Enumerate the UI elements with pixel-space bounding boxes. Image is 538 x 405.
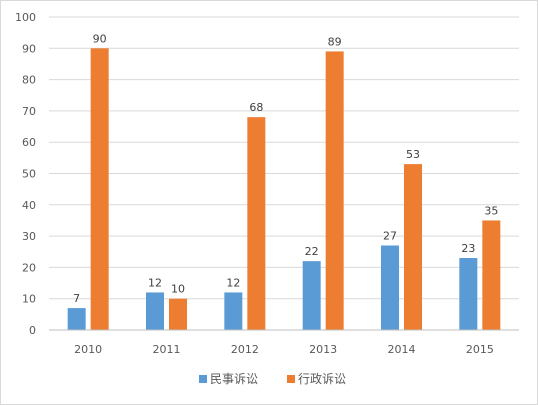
- y-tick-label: 70: [22, 105, 36, 118]
- x-tick-label: 2011: [153, 343, 181, 356]
- bar-administrative: [404, 164, 422, 330]
- x-tick-label: 2015: [466, 343, 494, 356]
- data-label: 27: [383, 229, 397, 242]
- y-tick-label: 10: [22, 293, 36, 306]
- legend-label: 民事诉讼: [210, 372, 258, 386]
- bar-administrative: [482, 220, 501, 330]
- bar-civil: [381, 245, 399, 330]
- bar-civil: [224, 292, 243, 330]
- legend-swatch: [199, 375, 207, 383]
- legend: 民事诉讼 行政诉讼: [199, 372, 346, 386]
- axes: 0 10 20 30 40 50 60 70 80 90 100 2010 2011 2012 2013 20…: [15, 11, 519, 356]
- y-tick-label: 50: [22, 168, 36, 181]
- bar-civil: [146, 292, 164, 330]
- x-tick-label: 2014: [388, 343, 416, 356]
- x-tick-label: 2012: [231, 343, 259, 356]
- y-tick-label: 40: [22, 199, 36, 212]
- y-tick-label: 20: [22, 261, 36, 274]
- y-tick-label: 60: [22, 136, 36, 149]
- legend-label: 行政诉讼: [298, 372, 346, 386]
- legend-swatch: [287, 375, 295, 383]
- data-label: 35: [484, 204, 498, 217]
- y-tick-label: 90: [22, 42, 36, 55]
- gridlines: [49, 16, 519, 300]
- y-tick-label: 30: [22, 230, 36, 243]
- data-label: 23: [461, 242, 475, 255]
- bar-civil: [302, 261, 321, 330]
- y-tick-label: 100: [15, 11, 36, 24]
- bar-administrative: [90, 48, 109, 331]
- y-tick-label: 80: [22, 74, 36, 87]
- bars: [67, 48, 501, 331]
- data-label: 10: [171, 283, 185, 296]
- data-label: 12: [148, 276, 162, 289]
- data-label: 90: [93, 32, 107, 45]
- data-labels: 7 90 12 10 12 68 22 89 27 53 23 35: [73, 32, 498, 305]
- data-label: 53: [406, 148, 420, 161]
- x-tick-label: 2013: [309, 343, 337, 356]
- bar-administrative: [247, 117, 266, 330]
- x-tick-label: 2010: [74, 343, 102, 356]
- data-label: 7: [73, 292, 80, 305]
- bar-administrative: [325, 51, 344, 331]
- bar-civil: [459, 258, 478, 330]
- data-label: 89: [328, 35, 342, 48]
- bar-administrative: [169, 298, 187, 330]
- data-label: 12: [226, 276, 240, 289]
- bar-civil: [67, 308, 86, 330]
- data-label: 68: [249, 101, 263, 114]
- data-label: 22: [305, 245, 319, 258]
- y-tick-label: 0: [29, 324, 36, 337]
